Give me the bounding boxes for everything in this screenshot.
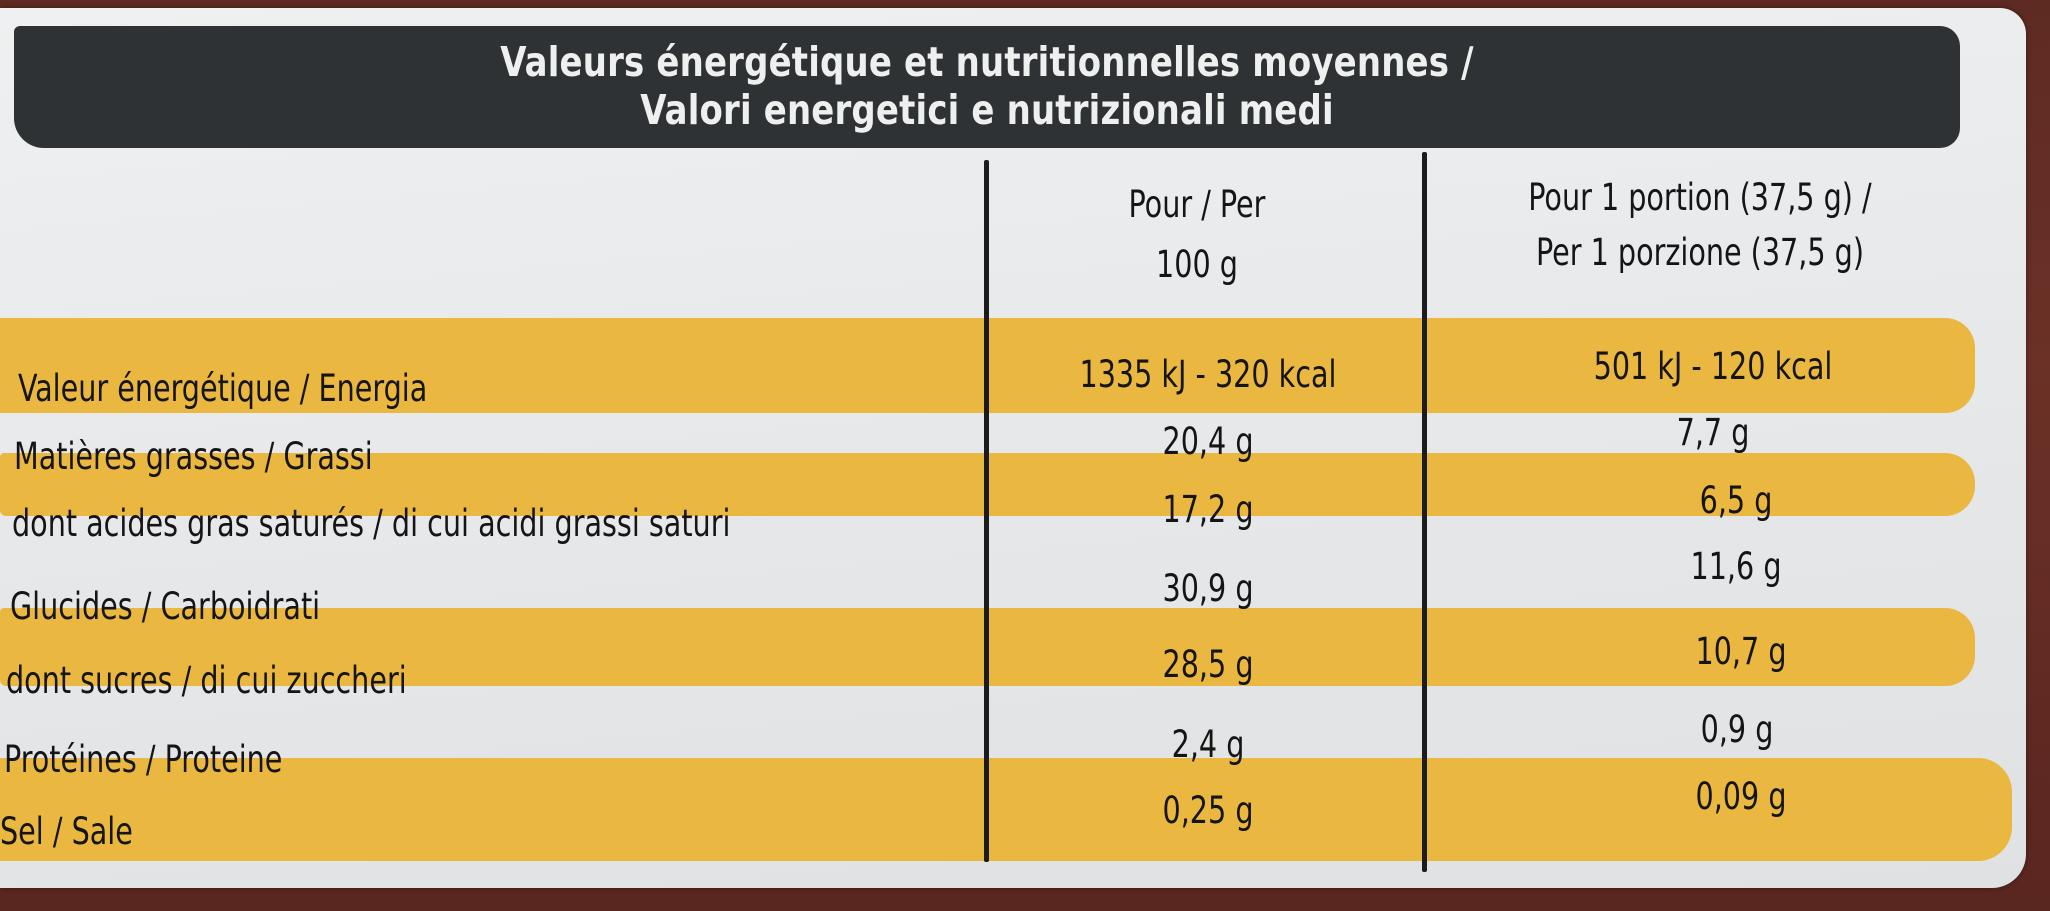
row-label-fat: Matières grasses / Grassi bbox=[14, 435, 373, 478]
value-per100-sugars: 28,5 g bbox=[1162, 643, 1254, 686]
value-per100-salt: 0,25 g bbox=[1162, 789, 1254, 832]
value-per100-protein: 2,4 g bbox=[1171, 723, 1245, 766]
header-per100-line2: 100 g bbox=[1156, 243, 1238, 286]
value-portion-salt: 0,09 g bbox=[1695, 775, 1787, 818]
title-line-italian: Valori energetici e nutrizionali medi bbox=[640, 86, 1334, 134]
value-per100-saturates: 17,2 g bbox=[1162, 488, 1254, 531]
header-portion-line1: Pour 1 portion (37,5 g) / bbox=[1528, 176, 1872, 219]
row-label-sugars: dont sucres / di cui zuccheri bbox=[6, 659, 407, 702]
row-band-salt bbox=[0, 758, 2012, 861]
value-portion-energy: 501 kJ - 120 kcal bbox=[1593, 345, 1833, 388]
nutrition-label-card: Valeurs énergétique et nutritionnelles m… bbox=[0, 8, 2026, 888]
header-per100-line1: Pour / Per bbox=[1128, 183, 1266, 226]
value-portion-carbohydrates: 11,6 g bbox=[1690, 545, 1782, 588]
row-label-carbohydrates: Glucides / Carboidrati bbox=[10, 585, 321, 628]
header-portion-line2: Per 1 porzione (37,5 g) bbox=[1535, 231, 1865, 274]
row-label-energy: Valeur énergétique / Energia bbox=[18, 367, 428, 410]
value-portion-sugars: 10,7 g bbox=[1695, 630, 1787, 673]
value-portion-saturates: 6,5 g bbox=[1699, 479, 1773, 522]
column-divider-left bbox=[984, 160, 989, 862]
value-per100-carbohydrates: 30,9 g bbox=[1162, 567, 1254, 610]
title-bar: Valeurs énergétique et nutritionnelles m… bbox=[14, 26, 1960, 148]
value-per100-fat: 20,4 g bbox=[1162, 420, 1254, 463]
row-label-saturates: dont acides gras saturés / di cui acidi … bbox=[12, 502, 731, 545]
row-label-protein: Protéines / Proteine bbox=[4, 738, 283, 781]
column-divider-right bbox=[1422, 152, 1427, 872]
value-portion-fat: 7,7 g bbox=[1676, 411, 1750, 454]
title-line-french: Valeurs énergétique et nutritionnelles m… bbox=[500, 38, 1474, 86]
value-per100-energy: 1335 kJ - 320 kcal bbox=[1079, 353, 1337, 396]
row-label-salt: Sel / Sale bbox=[0, 810, 133, 853]
value-portion-protein: 0,9 g bbox=[1700, 708, 1774, 751]
